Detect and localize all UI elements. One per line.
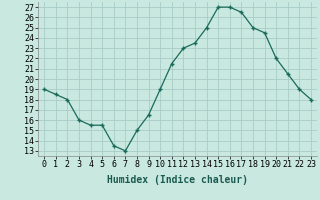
X-axis label: Humidex (Indice chaleur): Humidex (Indice chaleur) — [107, 175, 248, 185]
